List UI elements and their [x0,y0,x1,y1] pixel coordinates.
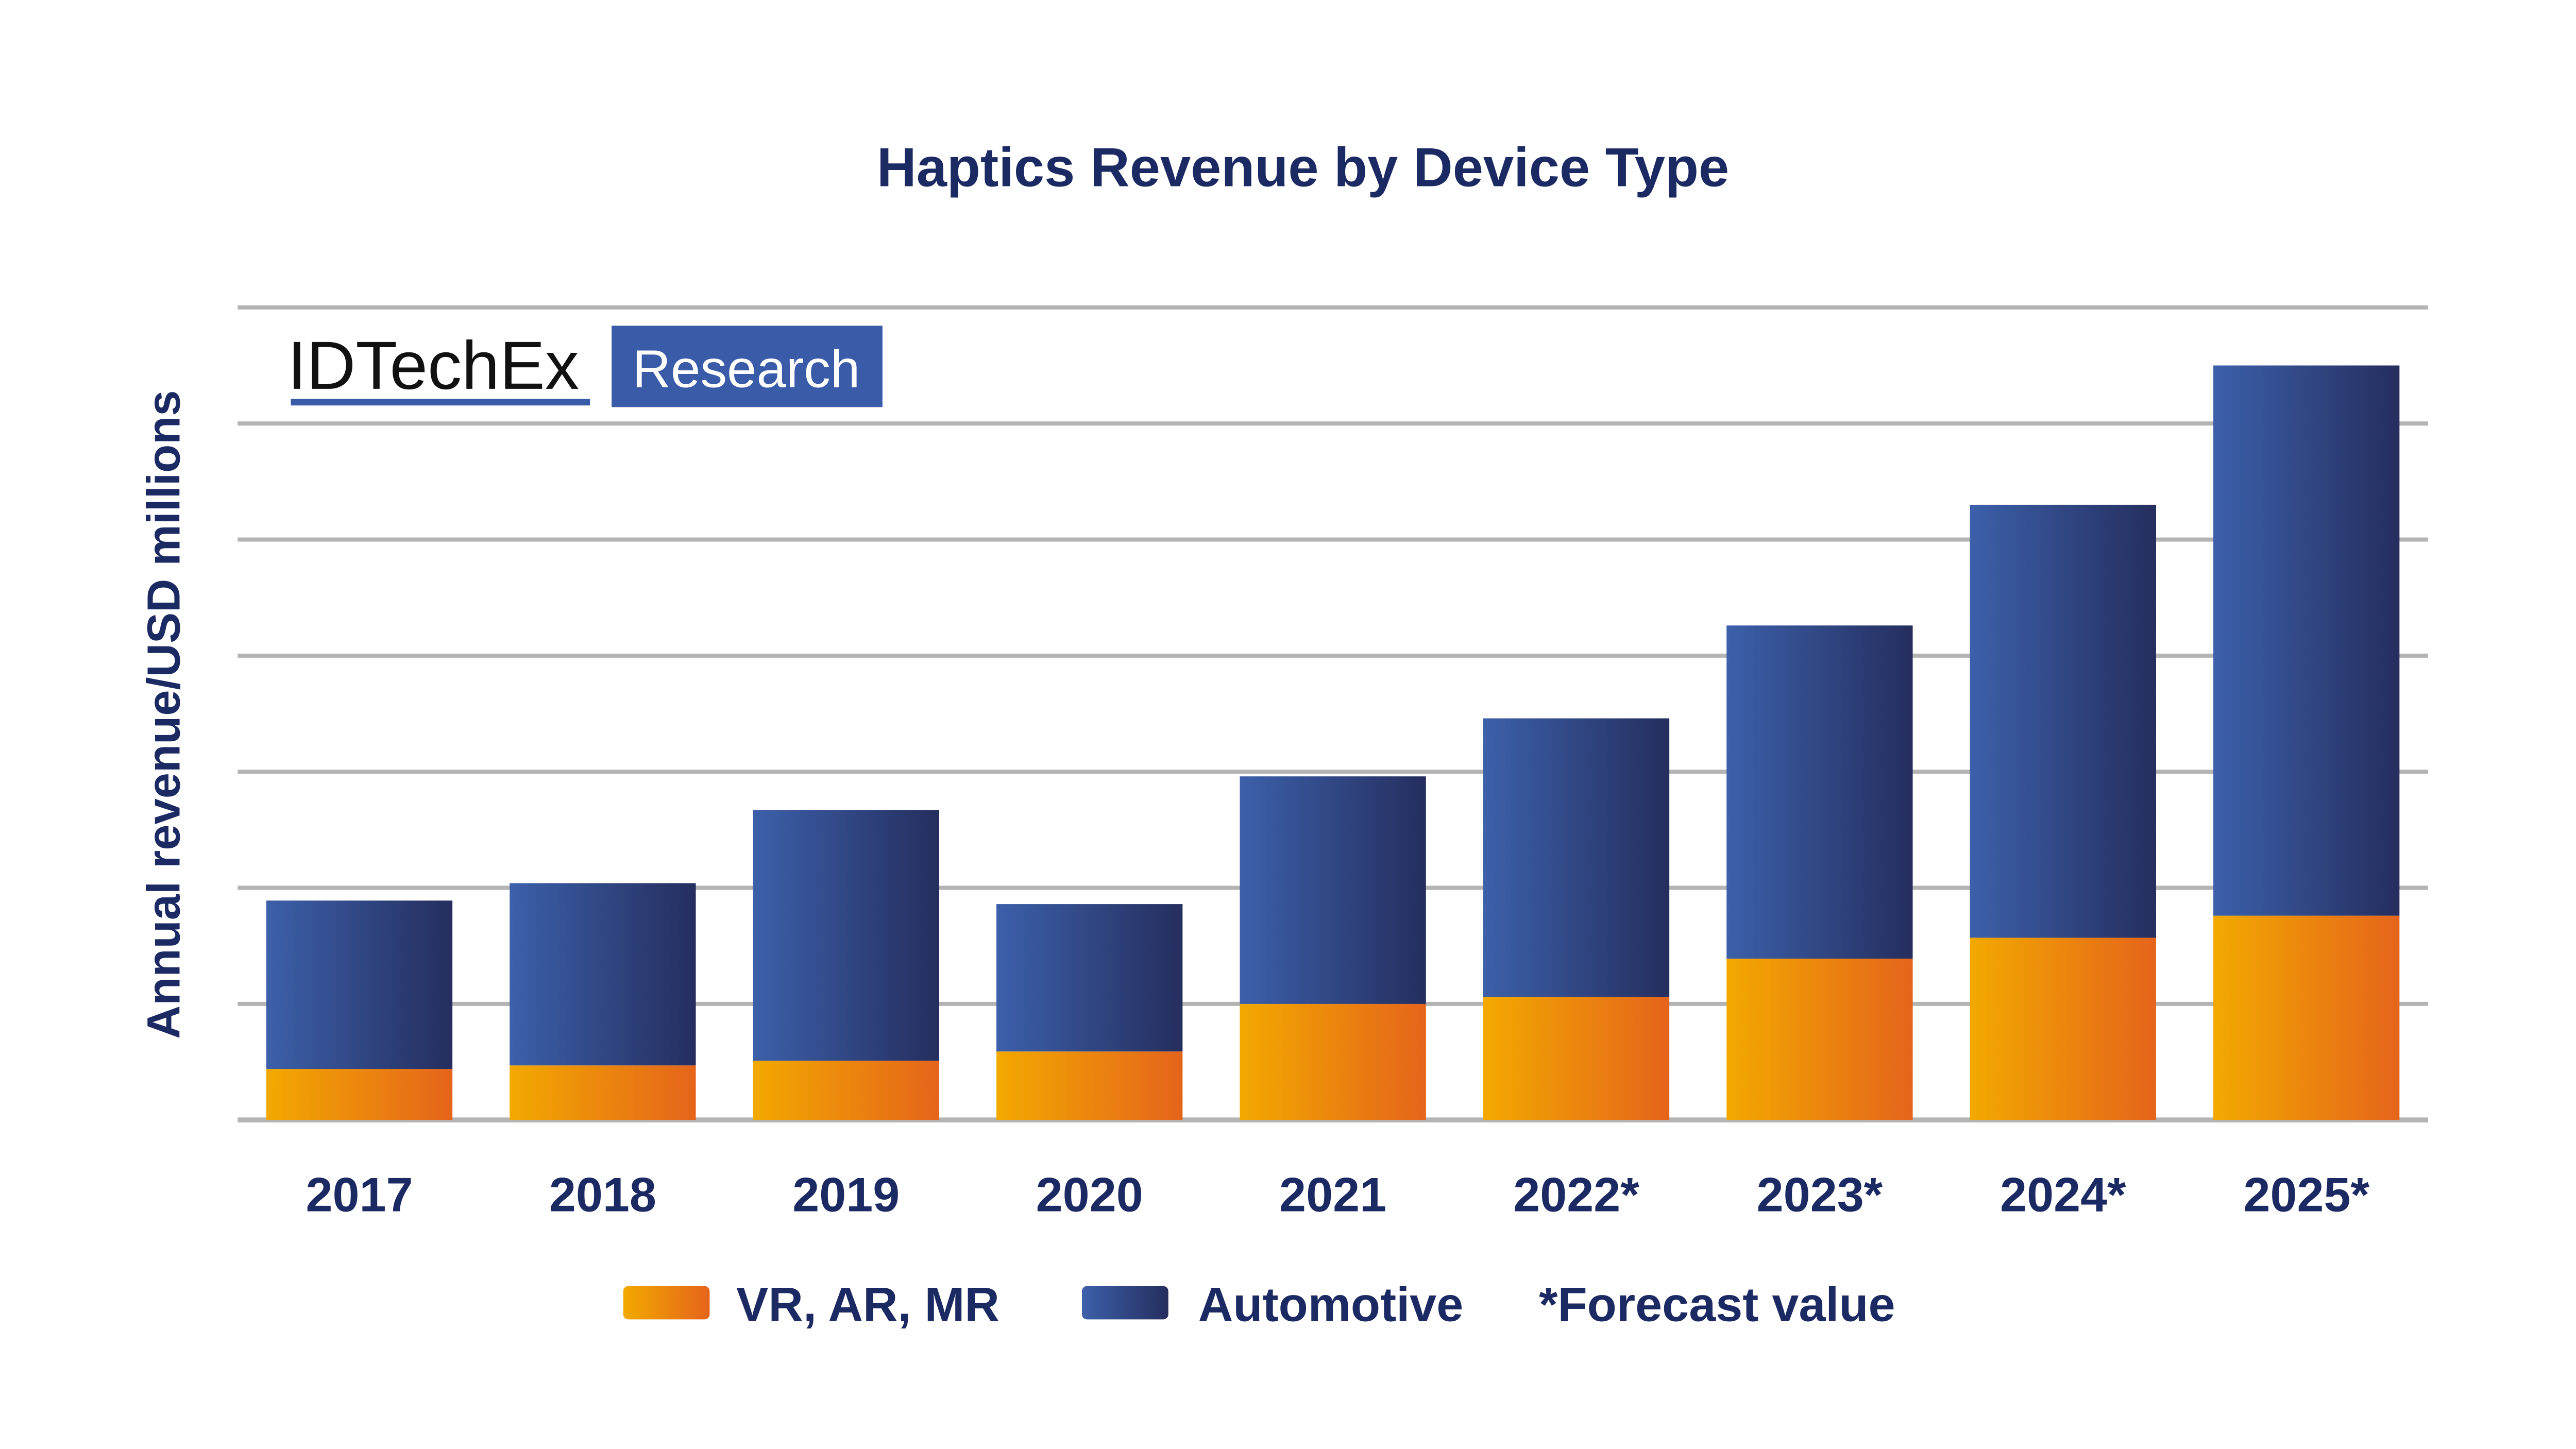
bar-automotive-2025 [2213,365,2400,916]
logo-tag: Research [633,339,860,399]
bar-vr-ar-mr-2025 [2213,915,2400,1120]
logo-brand: IDTechEx [287,328,579,404]
legend: VR, AR, MR Automotive *Forecast value [623,1277,1895,1332]
bar-vr-ar-mr-2019 [753,1061,939,1120]
x-tick-label: 2025* [2243,1168,2369,1222]
bar-automotive-2020 [996,904,1183,1052]
logo: IDTechEx Research [287,326,883,407]
x-tick-labels: 2017 2018 2019 2020 2021 2022* 2023* 2024* 2025* [306,1168,2369,1222]
bar-automotive-2023 [1726,625,1913,959]
bar-automotive-2018 [510,883,696,1066]
bar-vr-ar-mr-2022 [1483,997,1670,1120]
x-tick-label: 2019 [792,1168,900,1222]
legend-swatch-vr [623,1286,710,1320]
bar-automotive-2019 [753,810,939,1061]
bars [266,365,2400,1120]
legend-forecast-note: *Forecast value [1539,1277,1895,1332]
bar-vr-ar-mr-2020 [996,1051,1183,1120]
x-tick-label: 2020 [1036,1168,1143,1222]
bar-automotive-2021 [1240,776,1426,1004]
bar-automotive-2017 [266,900,453,1069]
legend-label-vr: VR, AR, MR [736,1277,999,1332]
chart-title: Haptics Revenue by Device Type [877,137,1729,198]
bar-vr-ar-mr-2017 [266,1069,453,1120]
bar-vr-ar-mr-2023 [1726,959,1913,1120]
bar-vr-ar-mr-2021 [1240,1003,1426,1120]
bar-vr-ar-mr-2024 [1970,937,2156,1120]
x-tick-label: 2024* [2000,1168,2126,1222]
x-tick-label: 2017 [306,1168,413,1222]
x-tick-label: 2021 [1279,1168,1386,1222]
x-tick-label: 2018 [549,1168,656,1222]
x-tick-label: 2022* [1513,1168,1639,1222]
legend-swatch-automotive [1082,1286,1168,1320]
y-axis-label: Annual revenue/USD millions [138,390,190,1039]
bar-automotive-2022 [1483,718,1670,997]
bar-vr-ar-mr-2018 [510,1065,696,1120]
legend-label-automotive: Automotive [1198,1277,1463,1332]
bar-automotive-2024 [1970,504,2156,938]
x-tick-label: 2023* [1757,1168,1883,1222]
